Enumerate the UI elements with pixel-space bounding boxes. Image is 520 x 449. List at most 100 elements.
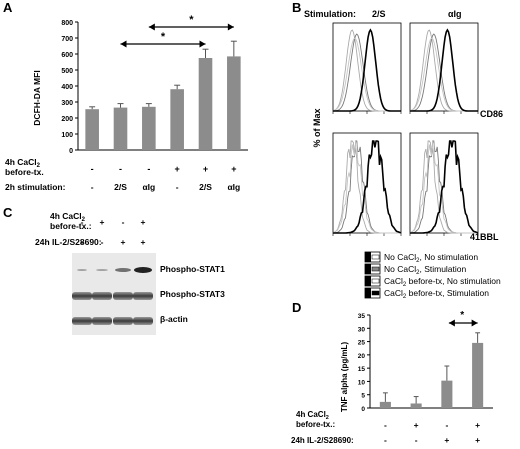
panel-a-y-tick-label: 700 xyxy=(61,36,73,43)
panel-d-row2-value: + xyxy=(444,435,449,445)
panel-d-y-tick-label: 35 xyxy=(358,313,366,320)
panel-a-row2-value: - xyxy=(176,182,179,192)
panel-a-sig-arrow-1-head-left xyxy=(120,40,127,48)
panel-a-bar-chart: DCFH-DA MFI 0 100 200 300 400 500 600 700 800 * *… xyxy=(5,14,248,192)
band-actin xyxy=(113,317,133,325)
panel-a-row2-value: 2/S xyxy=(114,182,127,192)
panel-b-stim-label: Stimulation: xyxy=(304,9,356,19)
band-stat3 xyxy=(92,292,112,300)
panel-d-row1-value: - xyxy=(384,420,387,430)
panel-a-row2-value: αIg xyxy=(142,182,155,192)
panel-a-bar xyxy=(170,89,184,150)
band-stat3 xyxy=(72,292,92,300)
panel-d-row1-value: + xyxy=(475,420,480,430)
panel-c-western-blot: 4h CaCl2 before-tx.: 24h IL-2/S28690: - +… xyxy=(35,211,225,335)
legend-swatch-left xyxy=(365,276,371,286)
panel-d-row2-label: 24h IL-2/S28690: xyxy=(291,436,354,445)
band-actin xyxy=(72,317,92,325)
histogram-trace-cacl-nostim xyxy=(409,140,478,234)
panel-c-row1-value: + xyxy=(100,217,105,227)
panel-c-row1-value: - xyxy=(122,217,125,227)
panel-c-row1-value: - xyxy=(81,217,84,227)
panel-a-sig-arrow-1-head-right xyxy=(199,40,206,48)
panel-d-row1-label: 4h CaCl2 xyxy=(296,410,329,421)
panel-a-row1-value: - xyxy=(91,164,94,174)
panel-d-row1-value: - xyxy=(445,420,448,430)
panel-letter-c: C xyxy=(3,205,13,220)
panel-d-sig-arrow-head-right xyxy=(471,319,478,327)
panel-a-sig-star-1: * xyxy=(161,31,166,43)
panel-a-row1-value: - xyxy=(147,164,150,174)
band-stat1 xyxy=(115,268,131,272)
panel-d-bar xyxy=(472,342,484,408)
panel-b-flow-histograms: Stimulation: 2/S αIg % of Max CD86 41BBL… xyxy=(304,9,503,300)
panel-c-row1-label-2: before-tx.: xyxy=(50,221,92,231)
band-stat3 xyxy=(133,292,153,300)
legend-swatch-left xyxy=(365,288,371,298)
panel-a-bar xyxy=(227,56,241,150)
band-actin xyxy=(133,317,153,325)
panel-b-ylabel: % of Max xyxy=(312,108,322,147)
panel-a-sig-arrow-2-head-left xyxy=(148,23,155,31)
panel-c-row1-label: 4h CaCl2 xyxy=(50,211,86,223)
panel-d-y-tick-label: 20 xyxy=(358,353,366,360)
panel-d-ylabel: TNF alpha (pg/mL) xyxy=(340,342,349,413)
panel-a-row1-label-2: before-tx. xyxy=(5,167,44,177)
panel-c-row2-value: + xyxy=(141,237,146,247)
panel-a-row2-value: αIg xyxy=(227,182,240,192)
panel-a-sig-star-2: * xyxy=(189,14,194,26)
panel-a-bar xyxy=(142,106,156,150)
panel-a-row1-value: + xyxy=(175,164,180,174)
panel-d-y-tick-label: 15 xyxy=(358,366,366,373)
panel-d-y-tick-label: 5 xyxy=(361,393,365,400)
panel-a-row2-value: - xyxy=(91,182,94,192)
panel-c-row2-label: 24h IL-2/S28690: xyxy=(35,237,102,247)
panel-b-marker-41bbl: 41BBL xyxy=(470,232,499,242)
panel-d-bar xyxy=(410,403,422,408)
panel-d-sig-star: * xyxy=(460,310,464,321)
band-stat1 xyxy=(134,267,152,273)
band-stat1 xyxy=(77,269,87,271)
histogram-trace-cacl-stim xyxy=(410,140,479,234)
histogram-trace-cacl-stim xyxy=(410,28,478,112)
panel-letter-b: B xyxy=(292,0,301,15)
panel-c-row1-value: + xyxy=(141,217,146,227)
panel-d-y-tick-label: 10 xyxy=(358,379,366,386)
panel-d-bar xyxy=(441,380,453,408)
panel-a-row1-value: - xyxy=(119,164,122,174)
legend-label: No CaCl2, Stimulation xyxy=(384,264,467,276)
panel-a-y-tick-label: 400 xyxy=(61,84,73,91)
histogram-trace-cacl-nostim xyxy=(332,140,401,234)
legend-label: CaCl2 before-tx, No stimulation xyxy=(384,276,501,288)
panel-d-y-tick-label: 0 xyxy=(361,406,365,413)
panel-letter-d: D xyxy=(292,300,301,315)
panel-b-marker-cd86: CD86 xyxy=(480,109,503,119)
panel-d-row2-value: + xyxy=(475,435,480,445)
panel-a-bar xyxy=(113,107,128,150)
legend-label: No CaCl2, No stimulation xyxy=(384,252,478,264)
panel-a-row1-value: + xyxy=(231,164,236,174)
histogram-trace-cacl-stim xyxy=(333,140,402,234)
panel-a-y-tick-label: 500 xyxy=(61,68,73,75)
legend-swatch-inner xyxy=(371,266,380,272)
panel-d-y-tick-label: 30 xyxy=(358,326,366,333)
legend-label: CaCl2 before-tx, Stimulation xyxy=(384,288,489,300)
panel-a-y-tick-label: 800 xyxy=(61,20,73,27)
panel-d-row2-value: - xyxy=(415,435,418,445)
panel-a-row2-value: 2/S xyxy=(199,182,212,192)
legend-swatch-inner xyxy=(371,278,380,284)
panel-a-sig-arrow-2-head-right xyxy=(227,23,234,31)
panel-a-row1-value: + xyxy=(203,164,208,174)
panel-d-row1-label-2: before-tx.: xyxy=(296,420,335,429)
panel-a-y-tick-label: 0 xyxy=(69,148,73,155)
legend-swatch-left xyxy=(365,252,371,262)
band-stat3 xyxy=(113,292,133,300)
band-actin xyxy=(92,317,112,325)
band-label-actin: β-actin xyxy=(160,314,188,324)
panel-d-bar xyxy=(379,401,391,408)
legend-swatch-left xyxy=(365,264,371,274)
legend-swatch-inner xyxy=(371,254,380,260)
panel-a-y-tick-label: 200 xyxy=(61,116,73,123)
band-label-stat1: Phospho-STAT1 xyxy=(160,264,225,274)
